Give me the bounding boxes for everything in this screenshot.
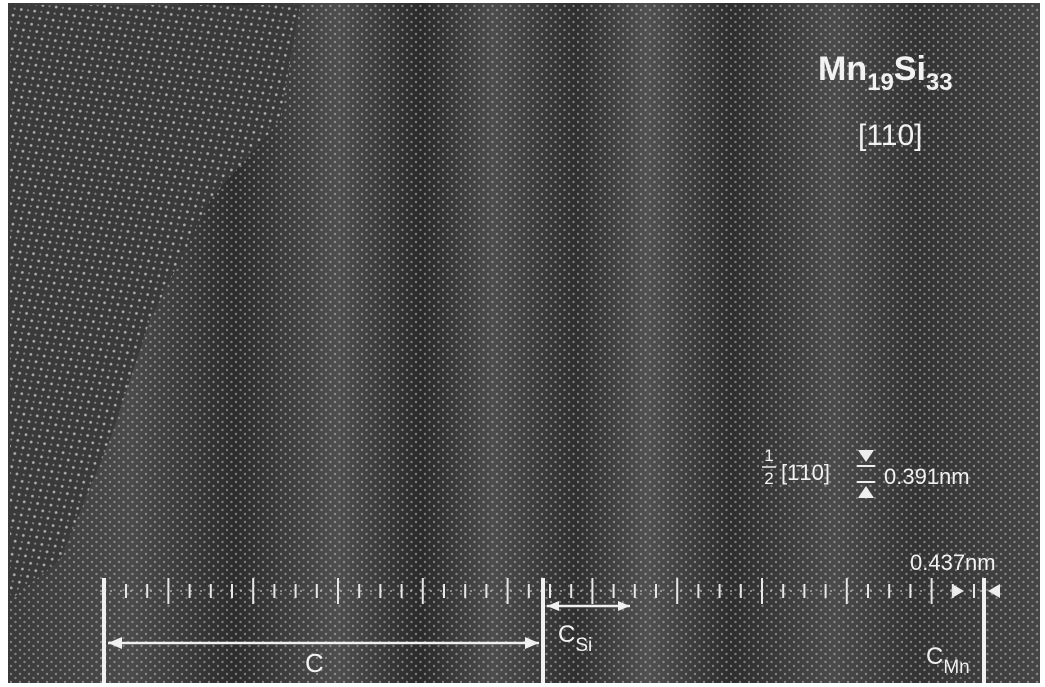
subscript: Si <box>575 635 592 656</box>
zone-axis: [110] <box>858 119 923 152</box>
count: 19 <box>867 69 894 96</box>
count: 33 <box>926 69 953 96</box>
micrograph: Mn19Si33 [110] 1 2 [1̄10] 0.391nm 0.437n… <box>0 0 1045 687</box>
element: Si <box>894 50 926 88</box>
c-label: C <box>305 648 324 678</box>
base: C <box>558 621 575 648</box>
fraction-denominator: 2 <box>764 469 773 488</box>
period-label: 0.437nm <box>910 550 996 575</box>
direction: [1̄10] <box>781 460 830 485</box>
subscript: Mn <box>943 657 969 678</box>
base: C <box>926 643 943 670</box>
element: Mn <box>818 50 867 88</box>
spacing-label: 0.391nm <box>884 464 970 489</box>
fraction-numerator: 1 <box>764 446 773 465</box>
